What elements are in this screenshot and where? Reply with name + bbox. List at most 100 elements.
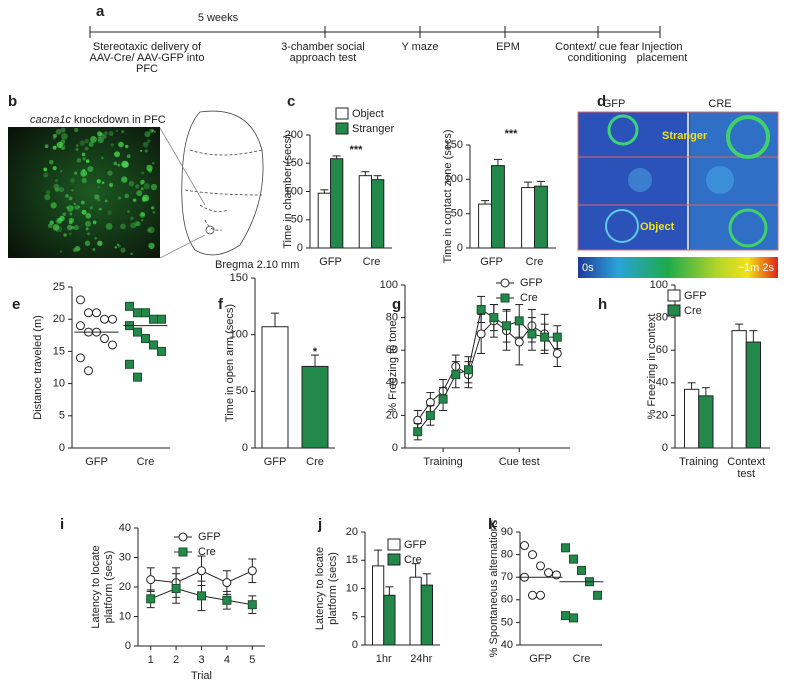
y-tick-label: 100 bbox=[380, 279, 398, 291]
y-axis-label: % Freezing in context bbox=[646, 314, 658, 420]
cell bbox=[54, 145, 57, 148]
cell bbox=[97, 240, 103, 246]
point bbox=[133, 308, 142, 318]
panel-label: j bbox=[317, 516, 322, 533]
cell bbox=[101, 156, 104, 160]
cell bbox=[130, 216, 134, 221]
x-tick-label: Cue test bbox=[499, 456, 540, 468]
zone-ring bbox=[728, 208, 768, 248]
point bbox=[569, 554, 578, 564]
y-tick-label: 0 bbox=[297, 242, 303, 254]
duration-label: 5 weeks bbox=[198, 12, 239, 24]
point bbox=[141, 308, 150, 318]
cell bbox=[97, 186, 100, 189]
cell bbox=[75, 148, 79, 151]
event-label: EPM bbox=[496, 41, 520, 53]
heatmap-cre bbox=[690, 112, 778, 250]
cell bbox=[130, 252, 133, 256]
point bbox=[197, 566, 206, 576]
cell bbox=[72, 247, 78, 253]
point bbox=[527, 329, 537, 339]
cell bbox=[117, 196, 121, 200]
y-axis-label: Distance traveled (m) bbox=[32, 315, 44, 420]
y-tick-label: 100 bbox=[445, 173, 463, 185]
y-tick-label: 10 bbox=[53, 378, 65, 390]
x-axis-label: Trial bbox=[191, 670, 212, 682]
y-axis-label: Time in chamber (secs) bbox=[282, 134, 294, 249]
cell bbox=[144, 131, 151, 138]
caption-text: knockdown in PFC bbox=[71, 114, 166, 126]
legend-marker bbox=[178, 532, 188, 542]
y-tick-label: 60 bbox=[501, 594, 513, 606]
cell bbox=[74, 171, 78, 175]
point bbox=[76, 321, 85, 331]
cell bbox=[61, 132, 68, 140]
y-tick-label: 60 bbox=[656, 344, 668, 356]
heatmap-border bbox=[577, 111, 779, 251]
point bbox=[100, 314, 109, 324]
y-tick-label: 0 bbox=[392, 442, 398, 454]
point bbox=[476, 329, 486, 339]
cell bbox=[80, 200, 85, 205]
cell bbox=[152, 161, 155, 165]
event-label: Injection bbox=[642, 41, 683, 53]
zone-ring bbox=[605, 209, 639, 243]
cell bbox=[146, 164, 153, 172]
y-tick-label: 0 bbox=[457, 242, 463, 254]
point bbox=[544, 568, 553, 578]
point bbox=[92, 308, 101, 318]
y-tick-label: 20 bbox=[346, 526, 358, 538]
y-tick-label: 80 bbox=[501, 549, 513, 561]
point bbox=[141, 334, 150, 344]
event-label: placement bbox=[637, 52, 688, 64]
y-tick-label: 100 bbox=[285, 185, 303, 197]
bar bbox=[358, 175, 373, 249]
point bbox=[222, 595, 232, 605]
legend-swatch bbox=[387, 538, 401, 551]
brain-atlas bbox=[159, 110, 264, 259]
y-tick-label: 40 bbox=[119, 522, 131, 534]
legend-swatch bbox=[667, 289, 681, 302]
x-tick-label: 1hr bbox=[376, 653, 392, 665]
cell bbox=[52, 137, 56, 141]
cell bbox=[67, 205, 74, 212]
x-tick-label: Context bbox=[727, 456, 765, 468]
point bbox=[133, 327, 142, 337]
cell bbox=[46, 190, 51, 195]
scale-min: 0s bbox=[582, 262, 594, 274]
y-tick-label: 150 bbox=[230, 272, 248, 284]
cell bbox=[71, 189, 74, 192]
cell bbox=[68, 232, 72, 236]
cell bbox=[118, 141, 124, 148]
cell bbox=[107, 170, 113, 176]
cell bbox=[44, 144, 49, 149]
cell bbox=[128, 180, 135, 187]
image-background bbox=[8, 127, 160, 258]
x-tick-label: 4 bbox=[224, 654, 230, 666]
point bbox=[197, 591, 206, 601]
point bbox=[425, 410, 435, 420]
y-tick-label: 200 bbox=[285, 129, 303, 141]
cell bbox=[80, 169, 88, 177]
y-tick-label: 40 bbox=[386, 377, 398, 389]
legend-label: Cre bbox=[684, 305, 702, 317]
x-tick-label: GFP bbox=[85, 456, 108, 468]
cell bbox=[117, 163, 121, 167]
legend-marker bbox=[500, 278, 510, 288]
cell bbox=[149, 128, 154, 134]
bar bbox=[534, 185, 548, 249]
cell bbox=[79, 140, 86, 146]
zoom-line bbox=[159, 234, 206, 259]
cell bbox=[141, 171, 145, 175]
atlas-outline bbox=[181, 110, 264, 256]
cell bbox=[104, 199, 108, 203]
legend-label: GFP bbox=[684, 290, 707, 302]
y-tick-label: 100 bbox=[230, 329, 248, 341]
event-label: Context/ cue fear bbox=[555, 41, 639, 53]
point bbox=[100, 334, 109, 344]
y-axis-label: Latency to locate bbox=[314, 547, 326, 630]
bar bbox=[409, 576, 422, 646]
y-tick-label: 20 bbox=[656, 409, 668, 421]
bar bbox=[698, 395, 714, 449]
cell bbox=[148, 242, 155, 250]
